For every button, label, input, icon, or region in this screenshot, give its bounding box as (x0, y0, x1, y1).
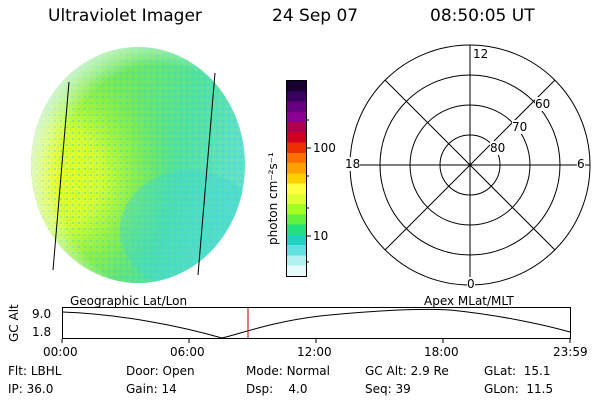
status-gcalt: GC Alt: 2.9 Re (365, 364, 449, 378)
status-door: Door: Open (126, 364, 195, 378)
seq-value: 39 (395, 382, 411, 396)
status-glat: GLat: 15.1 (484, 364, 550, 378)
mode-label: Mode: (246, 364, 283, 378)
status-ip: IP: 36.0 (8, 382, 53, 396)
timeline-ytick-min: 1.8 (32, 325, 52, 339)
mlt-label-6: 6 (577, 157, 585, 171)
timeline-right-label: Apex MLat/MLT (424, 294, 514, 308)
status-glon: GLon: 11.5 (484, 382, 553, 396)
lat-label-80: 80 (490, 141, 506, 155)
flt-label: Flt: (8, 364, 27, 378)
mode-value: Normal (286, 364, 330, 378)
gcalt-value: 2.9 Re (410, 364, 449, 378)
status-dsp: Dsp: 4.0 (246, 382, 308, 396)
instrument-title: Ultraviolet Imager (48, 6, 202, 26)
lat-label-70: 70 (512, 120, 528, 134)
glat-label: GLat: (484, 364, 517, 378)
dsp-value: 4.0 (288, 382, 308, 396)
door-label: Door: (126, 364, 159, 378)
mlt-label-0: 0 (467, 277, 475, 291)
door-value: Open (162, 364, 195, 378)
glat-value: 15.1 (523, 364, 551, 378)
gain-value: 14 (161, 382, 177, 396)
terminator-line-left (52, 81, 70, 271)
dsp-label: Dsp: (246, 382, 274, 396)
status-seq: Seq: 39 (365, 382, 411, 396)
timeline-xtick-1200: 12:00 (297, 345, 332, 359)
colorbar (286, 80, 307, 277)
timeline-xtick-0600: 06:00 (170, 345, 205, 359)
lat-label-60: 60 (535, 97, 551, 111)
colorbar-tick-100: 100 (313, 141, 336, 155)
flt-value: LBHL (30, 364, 62, 378)
glon-value: 11.5 (526, 382, 554, 396)
date-label: 24 Sep 07 (272, 6, 359, 26)
mlt-label-18: 18 (345, 157, 361, 171)
colorbar-tick-10: 10 (313, 229, 329, 243)
status-gain: Gain: 14 (126, 382, 177, 396)
ip-value: 36.0 (26, 382, 54, 396)
timeline-xtick-2359: 23:59 (553, 345, 588, 359)
gcalt-label: GC Alt: (365, 364, 407, 378)
timeline-left-label: Geographic Lat/Lon (70, 294, 188, 308)
status-flt: Flt: LBHL (8, 364, 61, 378)
time-label: 08:50:05 UT (430, 6, 535, 26)
timeline-ytick-max: 9.0 (32, 307, 52, 321)
timeline-xtick-1800: 18:00 (424, 345, 459, 359)
ip-label: IP: (8, 382, 23, 396)
mlt-label-12: 12 (473, 47, 489, 61)
seq-label: Seq: (365, 382, 392, 396)
terminator-line-right (197, 72, 216, 276)
glon-label: GLon: (484, 382, 519, 396)
gain-label: Gain: (126, 382, 158, 396)
status-mode: Mode: Normal (246, 364, 330, 378)
timeline-xtick-0000: 00:00 (43, 345, 78, 359)
